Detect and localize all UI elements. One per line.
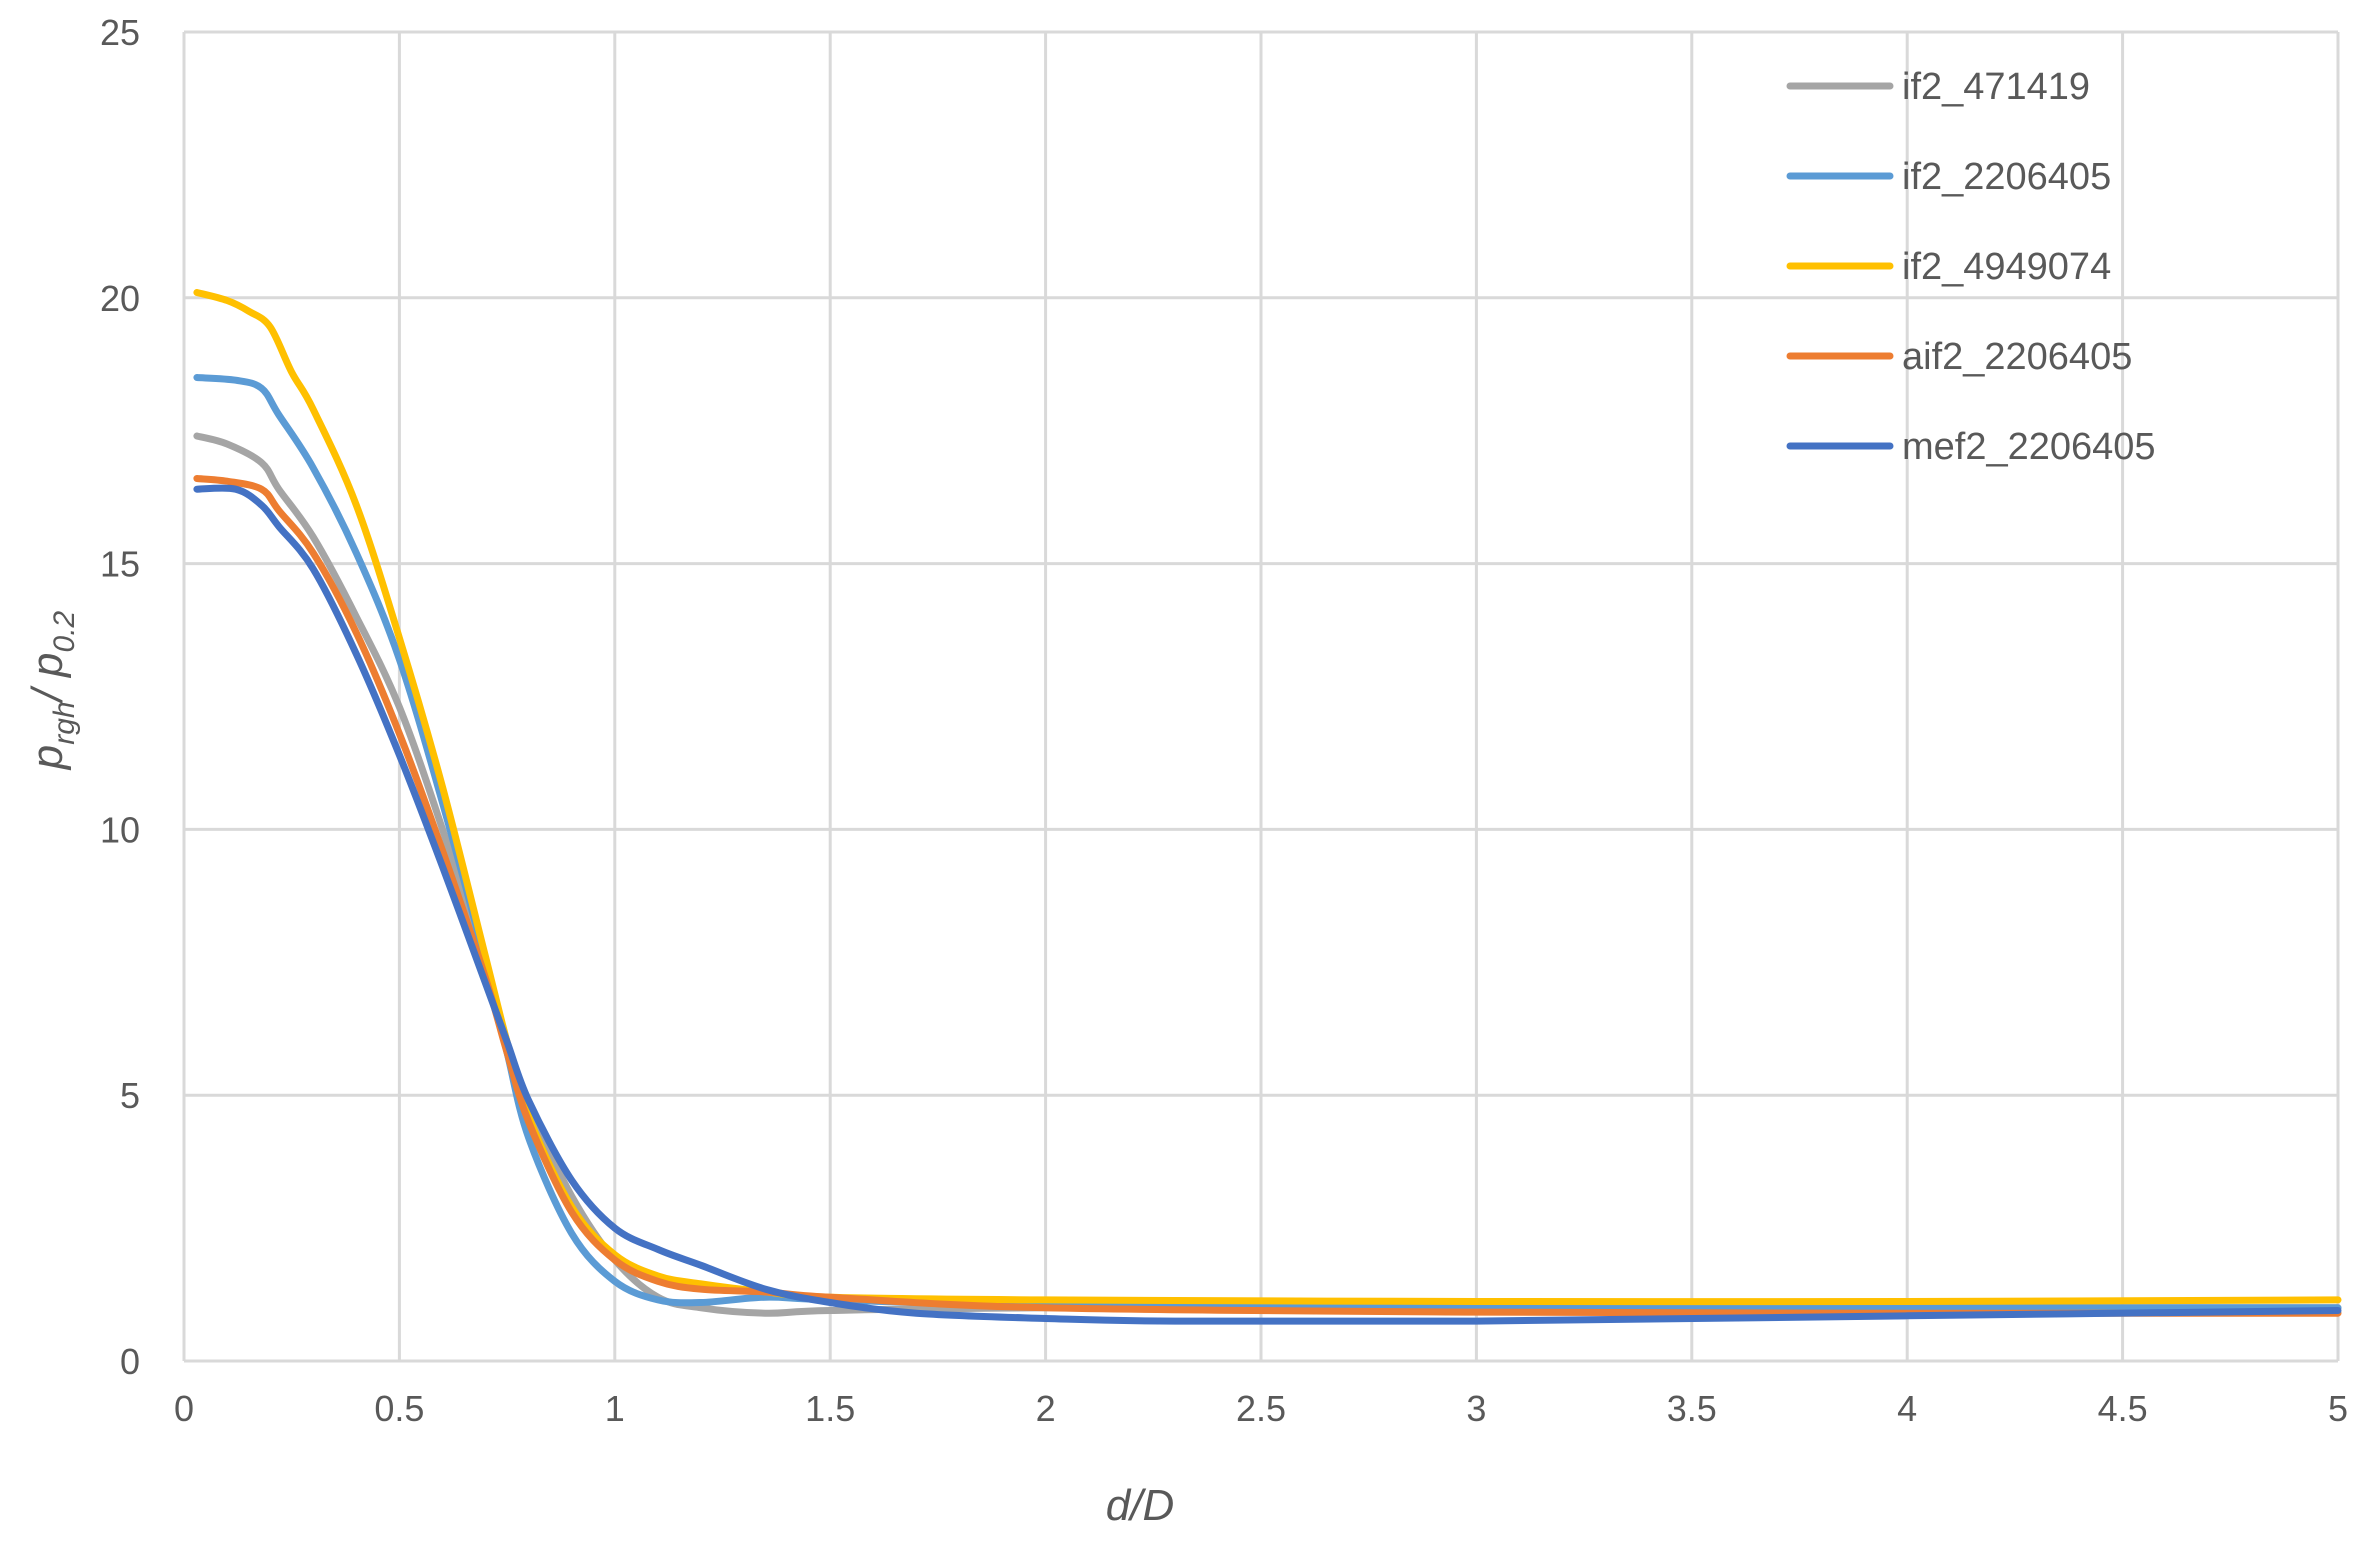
- x-tick-label: 1: [605, 1388, 625, 1429]
- legend-label-if2_4949074: if2_4949074: [1902, 246, 2111, 288]
- x-tick-label: 2: [1036, 1388, 1056, 1429]
- vertical-gridlines: [182, 32, 2340, 1361]
- series-line-aif2_2206405: [193, 475, 2342, 1317]
- y-tick-label: 25: [100, 12, 140, 53]
- series-line-mef2_2206405: [193, 484, 2342, 1326]
- series-line-if2_2206405: [193, 374, 2342, 1312]
- y-axis-title: prgh/ p0.2: [23, 610, 81, 771]
- x-tick-label: 4: [1897, 1388, 1917, 1429]
- legend-label-aif2_2206405: aif2_2206405: [1902, 336, 2132, 378]
- x-tick-label: 5: [2328, 1388, 2348, 1429]
- x-tick-label: 3: [1466, 1388, 1486, 1429]
- y-tick-labels: 0 5 10 15 20 25: [100, 12, 140, 1382]
- y-tick-label: 15: [100, 544, 140, 585]
- legend-label-if2_2206405: if2_2206405: [1902, 156, 2111, 198]
- y-axis-title-sub1: rgh: [48, 701, 81, 744]
- legend-label-if2_471419: if2_471419: [1902, 66, 2090, 108]
- y-axis-title-main: p: [23, 745, 72, 771]
- y-axis-title-sub2: 0.2: [48, 610, 81, 652]
- x-tick-label: 4.5: [2098, 1388, 2148, 1429]
- y-tick-label: 0: [120, 1341, 140, 1382]
- x-tick-label: 2.5: [1236, 1388, 1286, 1429]
- x-tick-label: 0: [174, 1388, 194, 1429]
- series-lines: [193, 289, 2342, 1326]
- x-tick-label: 1.5: [805, 1388, 855, 1429]
- x-tick-label: 3.5: [1667, 1388, 1717, 1429]
- horizontal-gridlines: [184, 30, 2338, 1363]
- legend-label-mef2_2206405: mef2_2206405: [1902, 426, 2156, 468]
- y-axis-title-mid: / p: [23, 652, 72, 704]
- x-axis-title: d/D: [1106, 1481, 1174, 1530]
- y-tick-label: 10: [100, 809, 140, 850]
- y-tick-label: 5: [120, 1075, 140, 1116]
- x-tick-labels: 0 0.5 1 1.5 2 2.5 3 3.5 4 4.5 5: [174, 1388, 2348, 1429]
- legend: if2_471419 if2_2206405 if2_4949074 aif2_220…: [1786, 66, 2156, 468]
- y-tick-label: 20: [100, 278, 140, 319]
- x-tick-label: 0.5: [374, 1388, 424, 1429]
